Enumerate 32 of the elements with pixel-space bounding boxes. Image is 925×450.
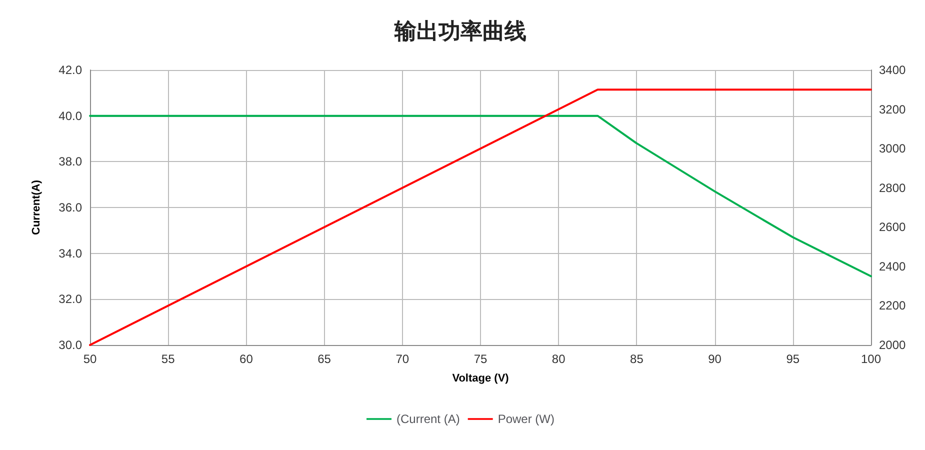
- line-series: [89, 114, 872, 278]
- y-tick-label: 36.0: [58, 200, 82, 214]
- x-tick-label: 50: [83, 352, 97, 366]
- y-tick-label: 42.0: [58, 63, 82, 77]
- y-axis-title: Current(A): [30, 180, 42, 235]
- y2-tick-label: 2600: [879, 220, 906, 234]
- x-tick-label: 75: [474, 352, 488, 366]
- y-tick-label: 40.0: [58, 108, 82, 123]
- legend-label: Power (W): [498, 412, 555, 426]
- x-tick-label: 90: [708, 352, 722, 366]
- x-tick-label: 55: [161, 352, 176, 366]
- y2-tick-label: 2800: [879, 180, 906, 195]
- x-axis-title: Voltage (V): [452, 372, 510, 384]
- x-tick-label: 95: [786, 352, 800, 366]
- y2-tick-label: 2400: [879, 259, 906, 274]
- x-tick-label: 65: [318, 352, 332, 366]
- legend-label: (Current (A): [396, 412, 460, 426]
- x-tick-label: 85: [630, 352, 644, 366]
- y2-tick-label: 2000: [879, 338, 906, 352]
- y2-tick-label: 3400: [879, 63, 906, 77]
- x-tick-label: 80: [552, 352, 566, 366]
- y2-tick-label: 3000: [879, 142, 906, 156]
- x-tick-label: 60: [240, 352, 254, 366]
- y-tick-label: 34.0: [58, 246, 82, 260]
- chart-title: 输出功率曲线: [394, 18, 526, 44]
- y-tick-label: 38.0: [58, 154, 82, 169]
- y-tick-label: 30.0: [58, 338, 82, 352]
- y2-tick-label: 2200: [879, 298, 906, 313]
- y2-tick-label: 3200: [879, 102, 906, 116]
- x-tick-label: 70: [396, 352, 410, 366]
- x-tick-label: 100: [860, 352, 882, 366]
- y-tick-label: 32.0: [58, 292, 82, 306]
